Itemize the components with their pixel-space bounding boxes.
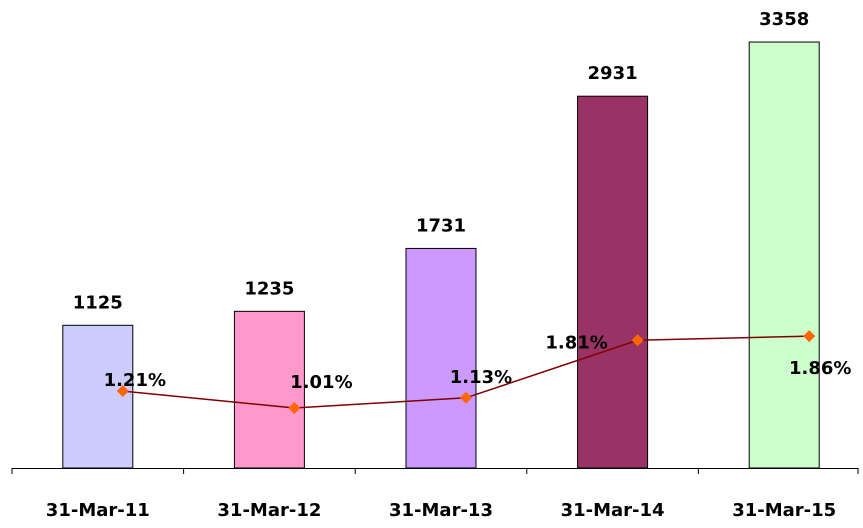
bar — [577, 95, 649, 469]
line-marker — [803, 330, 816, 343]
line-marker — [460, 391, 472, 404]
line-value-label: 1.86% — [789, 358, 851, 379]
line-value-label: 1.13% — [450, 367, 512, 388]
line-value-label: 1.01% — [290, 372, 352, 393]
line-value-label: 1.81% — [545, 332, 607, 353]
bar-value-label: 2931 — [588, 63, 638, 84]
x-tick-label: 31-Mar-15 — [732, 500, 836, 521]
bar-value-label: 1125 — [73, 292, 123, 313]
bar — [405, 247, 477, 469]
x-tick-label: 31-Mar-12 — [217, 500, 321, 521]
bar — [62, 324, 134, 469]
bar — [748, 41, 820, 469]
x-tick-label: 31-Mar-13 — [389, 500, 493, 521]
x-tick-label: 31-Mar-11 — [46, 500, 150, 521]
bar-value-label: 3358 — [759, 9, 809, 30]
bar-value-label: 1235 — [244, 278, 294, 299]
bar-value-label: 1731 — [416, 215, 466, 236]
x-tick-label: 31-Mar-14 — [561, 500, 665, 521]
line-value-label: 1.21% — [104, 370, 166, 391]
line-marker — [116, 385, 129, 398]
bar — [233, 310, 305, 469]
line-marker — [631, 334, 644, 347]
line-marker — [288, 401, 301, 414]
